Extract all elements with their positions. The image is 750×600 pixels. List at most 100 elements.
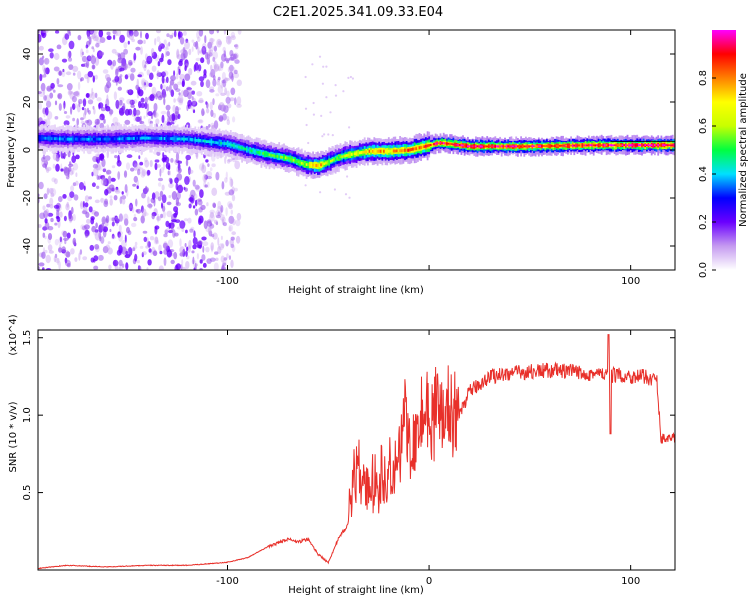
noise-speck [150, 48, 155, 56]
ridge-cell [602, 144, 605, 146]
noise-speck [86, 76, 90, 84]
noise-speck [98, 30, 104, 38]
ridge-cell [350, 152, 353, 156]
noise-speck [47, 233, 53, 240]
ridge-cell [357, 151, 360, 155]
noise-speck [40, 120, 46, 125]
colorbar: 0.0 0.2 0.4 0.6 0.8 Normalized spectral ampl… [698, 30, 749, 278]
noise-speck [127, 247, 133, 256]
noise-speck [119, 74, 123, 78]
noise-speck [184, 243, 187, 248]
noise-speck [140, 46, 143, 55]
noise-speck [45, 254, 51, 264]
noise-speck [156, 72, 163, 77]
ridge-cell [608, 144, 611, 146]
ridge-cell [291, 158, 293, 161]
ridge-cell [329, 160, 332, 163]
noise-speck [213, 262, 219, 270]
noise-speck [63, 104, 66, 112]
noise-speck [44, 249, 48, 254]
noise-speck [107, 59, 113, 66]
noise-speck [117, 86, 123, 91]
noise-speck [112, 259, 119, 267]
noise-speck [136, 259, 140, 264]
ridge-cell [417, 146, 419, 150]
ridge-cell [612, 144, 614, 147]
ridge-cell [486, 145, 489, 148]
noise-speck [225, 77, 230, 81]
noise-speck [223, 257, 228, 261]
noise-speck [65, 115, 71, 119]
noise-speck [140, 205, 144, 213]
ridge-cell [387, 149, 390, 153]
x-tick-label: 100 [621, 276, 640, 287]
noise-speck [217, 200, 222, 210]
ridge-cell [276, 155, 279, 158]
noise-speck [44, 57, 50, 65]
noise-speck [185, 261, 190, 269]
noise-speck [149, 236, 155, 241]
noise-speck [217, 246, 222, 254]
ridge-cell [433, 143, 435, 146]
noise-speck [133, 216, 138, 222]
noise-speck [206, 220, 213, 227]
noise-speck [145, 32, 149, 40]
ridge-cell [421, 145, 424, 149]
ridge-cell [660, 144, 663, 147]
noise-speck [207, 226, 212, 236]
noise-speck [220, 235, 223, 240]
ridge-cell [450, 143, 453, 146]
noise-speck [192, 179, 196, 187]
noise-speck [43, 210, 49, 219]
noise-speck [193, 64, 196, 72]
noise-speck [176, 50, 180, 59]
noise-speck [193, 42, 197, 47]
snr-series-line [38, 334, 675, 570]
noise-speck [159, 250, 163, 255]
noise-speck [114, 75, 120, 83]
noise-speck [153, 102, 158, 112]
ridge-cell [258, 151, 261, 155]
ridge-cell [375, 149, 377, 153]
ridge-cell [129, 137, 132, 140]
ridge-cell [541, 145, 543, 148]
colorbar-tick-label: 0.2 [698, 214, 709, 230]
noise-speck [183, 218, 189, 222]
noise-speck [200, 47, 206, 56]
noise-speck [144, 187, 150, 193]
noise-speck [223, 105, 229, 114]
noise-speck [157, 61, 161, 67]
noise-speck [128, 62, 133, 66]
noise-speck [110, 217, 113, 221]
noise-speck [139, 265, 142, 270]
noise-speck [236, 103, 242, 108]
noise-speck [133, 30, 139, 37]
noise-speck [209, 30, 215, 35]
colorbar-gradient [712, 30, 736, 270]
ridge-cell [63, 137, 66, 141]
noise-speck [118, 266, 122, 270]
noise-speck [135, 109, 141, 116]
ridge-cell [383, 149, 385, 153]
ridge-cell [447, 142, 450, 145]
noise-speck [144, 157, 148, 163]
noise-speck [197, 199, 203, 206]
ridge-cell [292, 158, 295, 162]
noise-speck [351, 77, 354, 80]
ridge-cell [613, 144, 616, 146]
noise-speck [188, 68, 193, 76]
noise-speck [79, 182, 84, 190]
ridge-cell [578, 144, 580, 147]
noise-speck [90, 55, 97, 65]
noise-speck [98, 254, 104, 261]
noise-speck [210, 45, 215, 52]
noise-speck [333, 188, 336, 191]
noise-speck [72, 65, 79, 72]
ridge-cell [657, 144, 660, 147]
ridge-cell [463, 144, 466, 147]
noise-speck [186, 87, 192, 91]
noise-speck [304, 184, 307, 187]
ridge-cell [162, 137, 164, 140]
noise-speck [106, 35, 112, 40]
noise-speck [157, 182, 162, 187]
